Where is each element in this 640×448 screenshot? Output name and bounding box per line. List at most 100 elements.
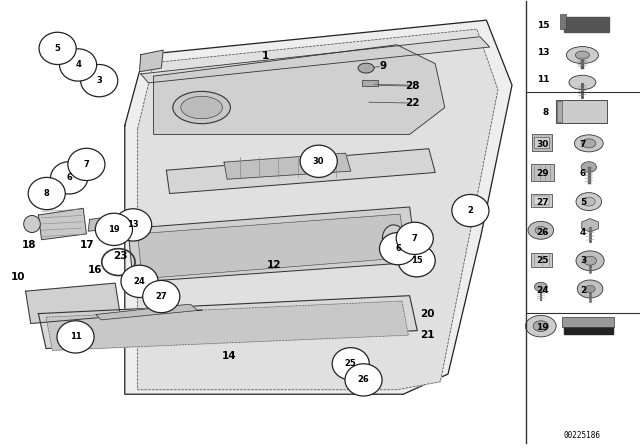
Text: 13: 13 bbox=[127, 220, 139, 229]
Text: 11: 11 bbox=[536, 75, 549, 84]
Text: 20: 20 bbox=[420, 310, 435, 319]
Ellipse shape bbox=[358, 63, 374, 73]
Polygon shape bbox=[38, 296, 417, 349]
Text: 13: 13 bbox=[536, 48, 549, 57]
Text: 4: 4 bbox=[580, 228, 586, 237]
Circle shape bbox=[582, 197, 595, 206]
Text: 6: 6 bbox=[395, 244, 401, 253]
Polygon shape bbox=[534, 137, 549, 148]
Ellipse shape bbox=[57, 321, 94, 353]
Circle shape bbox=[585, 285, 595, 293]
Text: 18: 18 bbox=[22, 240, 36, 250]
Polygon shape bbox=[138, 214, 406, 279]
Text: 24: 24 bbox=[536, 286, 549, 295]
Text: 15: 15 bbox=[536, 22, 549, 30]
Text: 6: 6 bbox=[66, 173, 72, 182]
Ellipse shape bbox=[575, 135, 604, 152]
Text: 27: 27 bbox=[156, 292, 167, 301]
Polygon shape bbox=[531, 194, 552, 207]
Text: 28: 28 bbox=[406, 81, 420, 91]
Ellipse shape bbox=[332, 348, 369, 380]
Ellipse shape bbox=[68, 148, 105, 181]
Polygon shape bbox=[532, 134, 552, 151]
Circle shape bbox=[535, 226, 547, 234]
Polygon shape bbox=[141, 37, 490, 83]
Text: 10: 10 bbox=[11, 272, 25, 282]
Text: 19: 19 bbox=[108, 225, 120, 234]
Ellipse shape bbox=[582, 139, 596, 148]
Ellipse shape bbox=[566, 47, 598, 64]
Text: 7: 7 bbox=[580, 140, 586, 149]
Text: 9: 9 bbox=[379, 61, 387, 71]
Ellipse shape bbox=[452, 194, 489, 227]
Text: 5: 5 bbox=[580, 198, 586, 207]
Circle shape bbox=[528, 221, 554, 239]
Polygon shape bbox=[166, 149, 435, 194]
Text: 3: 3 bbox=[580, 256, 586, 265]
Text: 2: 2 bbox=[580, 286, 586, 295]
Text: 23: 23 bbox=[113, 251, 127, 261]
Circle shape bbox=[576, 251, 604, 271]
Text: 1: 1 bbox=[262, 51, 269, 61]
Text: 00225186: 00225186 bbox=[564, 431, 601, 440]
Circle shape bbox=[584, 256, 596, 265]
Ellipse shape bbox=[180, 96, 223, 119]
Polygon shape bbox=[46, 301, 408, 350]
Ellipse shape bbox=[51, 162, 88, 194]
Text: 16: 16 bbox=[88, 265, 102, 275]
Text: 19: 19 bbox=[536, 323, 549, 332]
Ellipse shape bbox=[39, 32, 76, 65]
Ellipse shape bbox=[173, 91, 230, 124]
Ellipse shape bbox=[24, 215, 40, 233]
Ellipse shape bbox=[95, 213, 132, 246]
Text: 12: 12 bbox=[267, 260, 281, 270]
Ellipse shape bbox=[569, 75, 596, 90]
Ellipse shape bbox=[380, 233, 417, 265]
Text: 26: 26 bbox=[358, 375, 369, 384]
Text: 30: 30 bbox=[537, 140, 549, 149]
Text: 21: 21 bbox=[420, 330, 435, 340]
Polygon shape bbox=[564, 17, 609, 32]
Ellipse shape bbox=[383, 225, 405, 252]
Text: 29: 29 bbox=[536, 169, 549, 178]
Text: 8: 8 bbox=[44, 189, 49, 198]
Circle shape bbox=[534, 282, 547, 291]
Polygon shape bbox=[154, 45, 445, 134]
Text: 5: 5 bbox=[54, 44, 61, 53]
Text: 22: 22 bbox=[406, 98, 420, 108]
Text: 4: 4 bbox=[75, 60, 81, 69]
Polygon shape bbox=[531, 164, 554, 181]
Polygon shape bbox=[96, 305, 202, 320]
Text: 27: 27 bbox=[536, 198, 549, 207]
Polygon shape bbox=[26, 283, 120, 323]
Text: 6: 6 bbox=[580, 169, 586, 178]
Text: 25: 25 bbox=[536, 256, 549, 265]
Polygon shape bbox=[556, 100, 607, 123]
Text: 8: 8 bbox=[543, 108, 549, 117]
Polygon shape bbox=[531, 253, 552, 267]
Ellipse shape bbox=[143, 280, 180, 313]
Ellipse shape bbox=[121, 265, 158, 297]
Text: 7: 7 bbox=[84, 160, 89, 169]
Ellipse shape bbox=[345, 364, 382, 396]
Polygon shape bbox=[128, 207, 417, 282]
Polygon shape bbox=[138, 29, 498, 390]
Circle shape bbox=[581, 162, 596, 172]
Ellipse shape bbox=[575, 51, 589, 59]
Ellipse shape bbox=[60, 49, 97, 81]
Polygon shape bbox=[140, 50, 163, 72]
Text: 11: 11 bbox=[70, 332, 81, 341]
Ellipse shape bbox=[81, 65, 118, 97]
Text: 24: 24 bbox=[134, 277, 145, 286]
Ellipse shape bbox=[396, 222, 433, 254]
Circle shape bbox=[533, 321, 548, 332]
Ellipse shape bbox=[300, 145, 337, 177]
Text: 14: 14 bbox=[222, 351, 236, 361]
Polygon shape bbox=[362, 80, 378, 86]
Text: 3: 3 bbox=[97, 76, 102, 85]
Polygon shape bbox=[88, 216, 115, 231]
Circle shape bbox=[525, 315, 556, 337]
Polygon shape bbox=[224, 153, 351, 179]
Ellipse shape bbox=[115, 209, 152, 241]
Polygon shape bbox=[562, 317, 614, 327]
